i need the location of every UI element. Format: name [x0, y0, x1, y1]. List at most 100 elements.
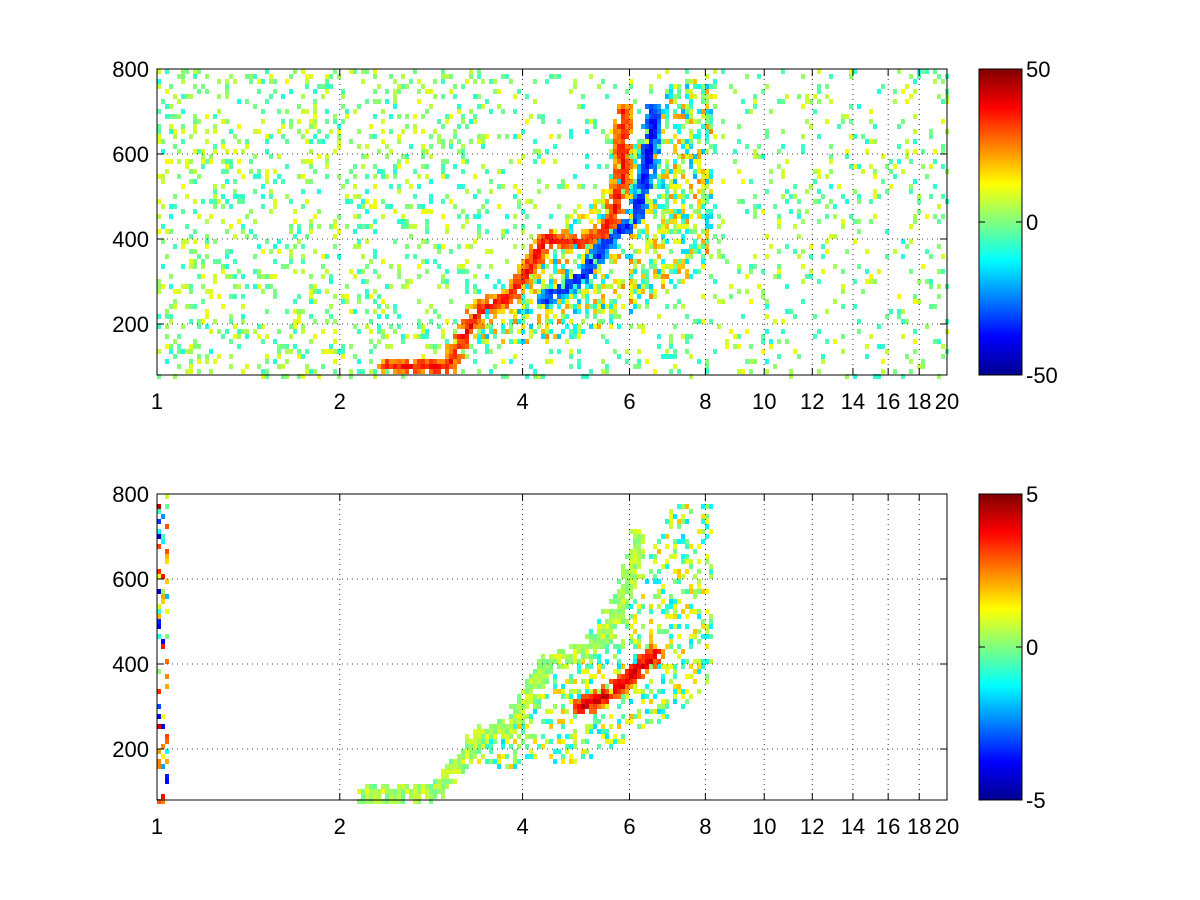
heatmap-cell — [537, 264, 541, 269]
heatmap-cell — [769, 344, 773, 349]
heatmap-cell — [461, 344, 465, 349]
heatmap-cell — [689, 244, 693, 249]
heatmap-cell — [689, 589, 693, 594]
heatmap-cell — [705, 139, 709, 144]
heatmap-cell — [613, 224, 617, 229]
heatmap-cell — [413, 789, 417, 794]
heatmap-cell — [549, 299, 553, 304]
heatmap-cell — [477, 229, 481, 234]
heatmap-cell — [197, 149, 201, 154]
heatmap-cell — [489, 749, 493, 754]
heatmap-cell — [593, 184, 597, 189]
colorbar-gradient-1 — [978, 68, 1023, 376]
heatmap-cell — [221, 334, 225, 339]
heatmap-cell — [817, 219, 821, 224]
heatmap-cell — [429, 344, 433, 349]
heatmap-cell — [921, 149, 925, 154]
heatmap-cell — [665, 89, 669, 94]
heatmap-cell — [757, 154, 761, 159]
heatmap-cell — [505, 754, 509, 759]
heatmap-cell — [329, 129, 333, 134]
heatmap-cell — [781, 329, 785, 334]
heatmap-cell — [445, 769, 449, 774]
heatmap-cell — [569, 294, 573, 299]
heatmap-cell — [641, 264, 645, 269]
heatmap-cell — [621, 129, 625, 134]
heatmap-cell — [437, 324, 441, 329]
heatmap-cell — [177, 334, 181, 339]
heatmap-cell — [553, 314, 557, 319]
heatmap-cell — [589, 709, 593, 714]
heatmap-cell — [213, 194, 217, 199]
heatmap-cell — [421, 84, 425, 89]
heatmap-cell — [657, 344, 661, 349]
heatmap-cell — [633, 614, 637, 619]
heatmap-cell — [797, 214, 801, 219]
heatmap-cell — [617, 589, 621, 594]
heatmap-cell — [653, 274, 657, 279]
heatmap-cell — [157, 704, 161, 709]
heatmap-cell — [821, 359, 825, 364]
heatmap-cell — [641, 139, 645, 144]
heatmap-cell — [385, 204, 389, 209]
heatmap-cell — [225, 89, 229, 94]
heatmap-cell — [469, 69, 473, 74]
heatmap-cell — [321, 274, 325, 279]
heatmap-cell — [269, 249, 273, 254]
heatmap-cell — [697, 689, 701, 694]
heatmap-cell — [701, 94, 705, 99]
heatmap-cell — [621, 664, 625, 669]
heatmap-cell — [445, 119, 449, 124]
heatmap-cell — [405, 114, 409, 119]
heatmap-cell — [685, 604, 689, 609]
heatmap-cell — [561, 314, 565, 319]
heatmap-cell — [685, 154, 689, 159]
heatmap-cell — [589, 729, 593, 734]
heatmap-cell — [473, 324, 477, 329]
heatmap-cell — [593, 704, 597, 709]
heatmap-cell — [685, 139, 689, 144]
heatmap-cell — [765, 129, 769, 134]
heatmap-cell — [297, 349, 301, 354]
heatmap-cell — [405, 784, 409, 789]
heatmap-cell — [201, 154, 205, 159]
heatmap-cell — [661, 584, 665, 589]
heatmap-cell — [493, 304, 497, 309]
heatmap-cell — [489, 179, 493, 184]
heatmap-cell — [637, 669, 641, 674]
heatmap-cell — [737, 369, 741, 374]
heatmap-cell — [377, 149, 381, 154]
heatmap-cell — [501, 309, 505, 314]
heatmap-cell — [165, 254, 169, 259]
heatmap-cell — [709, 129, 713, 134]
heatmap-cell — [261, 119, 265, 124]
heatmap-cell — [605, 134, 609, 139]
heatmap-cell — [545, 709, 549, 714]
heatmap-cell — [585, 269, 589, 274]
heatmap-cell — [633, 299, 637, 304]
heatmap-cell — [421, 784, 425, 789]
heatmap-cell — [657, 604, 661, 609]
heatmap-cell — [689, 664, 693, 669]
heatmap-cell — [577, 349, 581, 354]
heatmap-cell — [665, 534, 669, 539]
heatmap-cell — [365, 199, 369, 204]
heatmap-cell — [237, 139, 241, 144]
heatmap-cell — [585, 214, 589, 219]
heatmap-cell — [661, 114, 665, 119]
heatmap-cell — [513, 224, 517, 229]
heatmap-cell — [633, 364, 637, 369]
heatmap-cell — [709, 209, 713, 214]
colorbar-tick-label: 0 — [1026, 635, 1038, 660]
heatmap-cell — [621, 164, 625, 169]
heatmap-cell — [629, 184, 633, 189]
heatmap-cell — [305, 179, 309, 184]
heatmap-cell — [289, 199, 293, 204]
heatmap-cell — [605, 249, 609, 254]
heatmap-cell — [425, 269, 429, 274]
heatmap-cell — [237, 194, 241, 199]
heatmap-cell — [469, 119, 473, 124]
heatmap-cell — [629, 109, 633, 114]
heatmap-cell — [609, 599, 613, 604]
heatmap-cell — [489, 369, 493, 374]
